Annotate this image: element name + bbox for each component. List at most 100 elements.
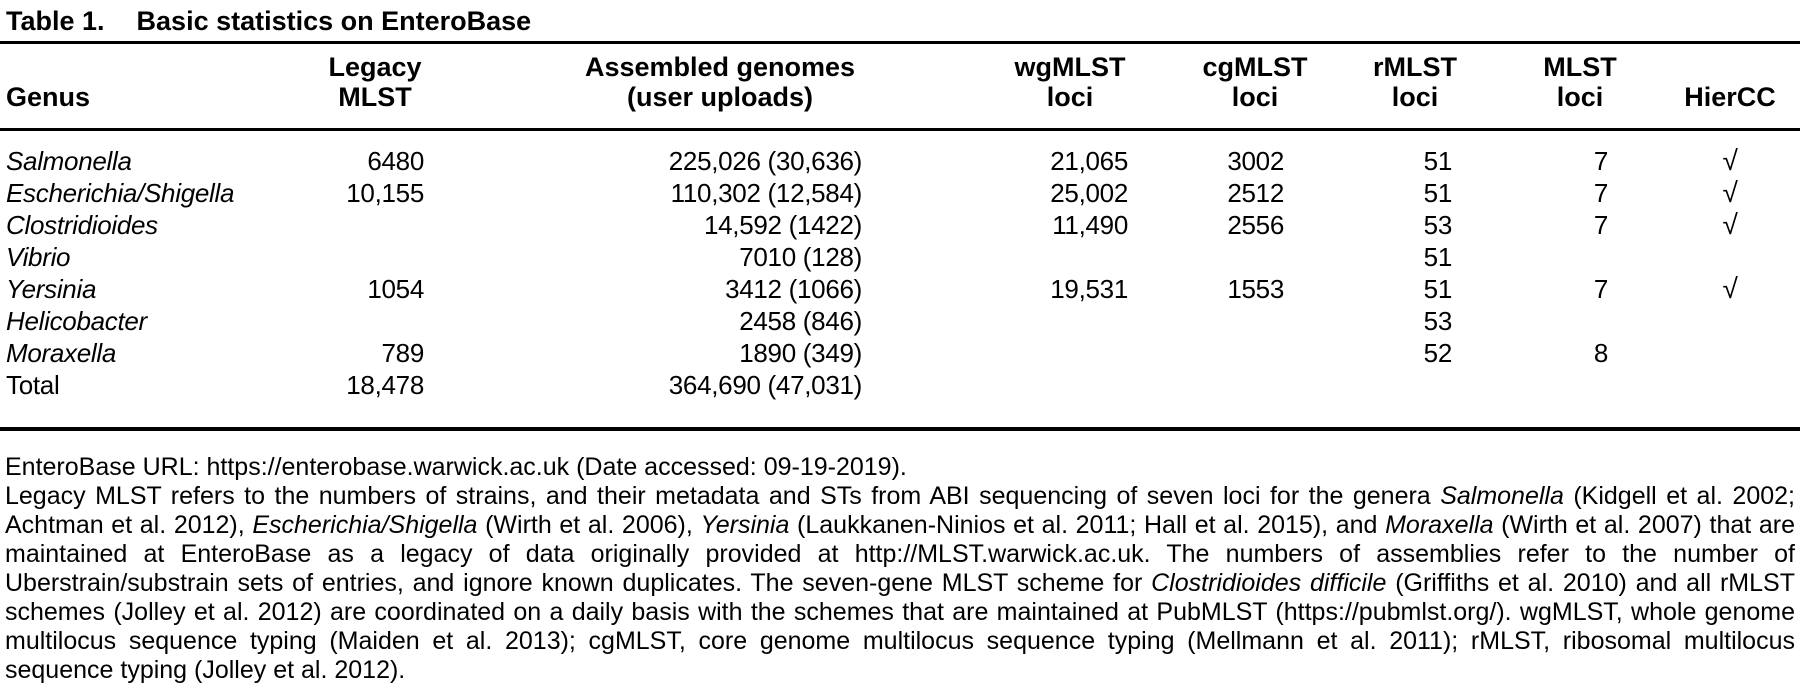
cell-legacy-mlst: 789 — [381, 338, 425, 368]
header-row: Genus Legacy MLST Assembled genomes (user up… — [0, 44, 1800, 131]
table-row-clostridioides: Clostridioides 14,592 (1422) 11,490 2556 53 7… — [0, 209, 1800, 241]
cell-mlst-loci — [1500, 305, 1660, 337]
cell-mlst-loci: 7 — [1593, 274, 1608, 304]
footnote-text-run: Legacy MLST refers to the numbers of str… — [5, 482, 1441, 510]
col-header-legacy-mlst: Legacy MLST — [270, 44, 480, 131]
table-title: Table 1. Basic statistics on EnteroBase — [0, 6, 1800, 36]
cell-legacy-mlst: 18,478 — [346, 370, 424, 400]
col-header-wgmlst-loci: wgMLST loci — [960, 44, 1180, 131]
cell-rmlst-loci: 52 — [1423, 338, 1453, 368]
cell-cgmlst-loci: 3002 — [1227, 146, 1284, 176]
cell-rmlst-loci: 53 — [1423, 306, 1453, 336]
table-row-yersinia: Yersinia 1054 3412 (1066) 19,531 1553 51 7 √ — [0, 273, 1800, 305]
footnote-text-run: (Wirth et al. 2007) that are maintained … — [5, 511, 1795, 597]
col-header-mlst-loci: MLST loci — [1500, 44, 1660, 131]
bottom-rule-line — [0, 427, 1800, 431]
cell-genus: Helicobacter — [6, 306, 147, 336]
cell-wgmlst-loci: 11,490 — [1052, 210, 1128, 240]
cell-rmlst-loci — [1330, 369, 1500, 401]
cell-genus: Escherichia/Shigella — [6, 178, 235, 208]
cell-cgmlst-loci — [1180, 369, 1330, 401]
footnote-text-run: (Wirth et al. 2006), — [477, 511, 701, 539]
cell-assembled-genomes: 110,302 (12,584) — [670, 178, 863, 208]
footnote-text-run: (Laukkanen-Ninios et al. 2011; Hall et a… — [789, 511, 1386, 539]
cell-cgmlst-loci: 2556 — [1227, 210, 1284, 240]
cell-mlst-loci: 8 — [1593, 338, 1608, 368]
hiercc-check-icon: √ — [1722, 273, 1738, 304]
cell-assembled-genomes: 364,690 (47,031) — [668, 370, 863, 400]
footnote-text-run: (Griffiths et al. 2010) and all rMLST sc… — [5, 569, 1795, 684]
cell-genus: Moraxella — [6, 338, 117, 368]
cell-hiercc — [1660, 241, 1800, 273]
footnote-italic-run: Yersinia — [700, 511, 790, 539]
footnote-italic-run: Clostridioides difficile — [1151, 569, 1387, 597]
table-row-moraxella: Moraxella 789 1890 (349) 52 8 — [0, 337, 1800, 369]
top-rule-line — [0, 41, 1800, 44]
footnote-italic-run: Salmonella — [1440, 482, 1564, 510]
hiercc-check-icon: √ — [1722, 177, 1738, 208]
cell-wgmlst-loci — [960, 241, 1180, 273]
cell-wgmlst-loci: 21,065 — [1050, 146, 1128, 176]
col-header-assembled-genomes: Assembled genomes (user uploads) — [480, 44, 960, 131]
cell-mlst-loci — [1500, 369, 1660, 401]
cell-wgmlst-loci: 25,002 — [1050, 178, 1128, 208]
cell-cgmlst-loci: 1553 — [1227, 274, 1284, 304]
cell-rmlst-loci: 53 — [1423, 210, 1453, 240]
table-row-salmonella: Salmonella 6480 225,026 (30,636) 21,065 3002… — [0, 130, 1800, 178]
table-number-label: Table 1. — [6, 6, 105, 36]
cell-genus: Total — [6, 370, 60, 400]
table-caption: Basic statistics on EnteroBase — [136, 6, 532, 36]
table-row-vibrio: Vibrio 7010 (128) 51 — [0, 241, 1800, 273]
cell-legacy-mlst — [270, 241, 480, 273]
cell-assembled-genomes: 2458 (846) — [739, 306, 862, 336]
table-row-escherichia-shigella: Escherichia/Shigella 10,155 110,302 (12,58… — [0, 177, 1800, 209]
cell-assembled-genomes: 1890 (349) — [739, 338, 862, 368]
cell-mlst-loci: 7 — [1593, 210, 1608, 240]
col-header-genus: Genus — [0, 44, 270, 131]
col-header-hiercc: HierCC — [1660, 44, 1800, 131]
table-row-helicobacter: Helicobacter 2458 (846) 53 — [0, 305, 1800, 337]
enterobase-stats-table: Genus Legacy MLST Assembled genomes (user up… — [0, 44, 1800, 401]
cell-wgmlst-loci — [960, 337, 1180, 369]
cell-assembled-genomes: 7010 (128) — [739, 242, 862, 272]
hiercc-check-icon: √ — [1722, 145, 1738, 176]
cell-legacy-mlst — [270, 209, 480, 241]
cell-legacy-mlst: 1054 — [367, 274, 424, 304]
cell-legacy-mlst: 6480 — [367, 146, 424, 176]
table-footnotes: EnteroBase URL: https://enterobase.warwi… — [0, 453, 1800, 684]
cell-legacy-mlst: 10,155 — [346, 178, 424, 208]
hiercc-check-icon: √ — [1722, 209, 1738, 240]
cell-hiercc — [1660, 337, 1800, 369]
cell-mlst-loci: 7 — [1593, 146, 1608, 176]
cell-cgmlst-loci — [1180, 241, 1330, 273]
cell-genus: Salmonella — [6, 146, 132, 176]
cell-legacy-mlst — [270, 305, 480, 337]
cell-cgmlst-loci — [1180, 337, 1330, 369]
footnote-url-line: EnteroBase URL: https://enterobase.warwi… — [5, 453, 907, 481]
cell-assembled-genomes: 14,592 (1422) — [703, 210, 862, 240]
cell-cgmlst-loci: 2512 — [1227, 178, 1284, 208]
footnote-text-run: (Kidgell et al. 2002; Achtman et al. 201… — [5, 482, 1795, 539]
cell-rmlst-loci: 51 — [1423, 242, 1453, 272]
footnote-body: Legacy MLST refers to the numbers of str… — [5, 482, 1795, 684]
cell-rmlst-loci: 51 — [1423, 274, 1453, 304]
footnote-italic-run: Moraxella — [1385, 511, 1494, 539]
cell-mlst-loci — [1500, 241, 1660, 273]
cell-wgmlst-loci — [960, 369, 1180, 401]
cell-genus: Vibrio — [6, 242, 71, 272]
cell-genus: Yersinia — [6, 274, 97, 304]
col-header-rmlst-loci: rMLST loci — [1330, 44, 1500, 131]
cell-hiercc — [1660, 369, 1800, 401]
cell-assembled-genomes: 3412 (1066) — [725, 274, 862, 304]
cell-assembled-genomes: 225,026 (30,636) — [668, 146, 863, 176]
footnote-italic-run: Escherichia/Shigella — [252, 511, 478, 539]
cell-rmlst-loci: 51 — [1423, 178, 1453, 208]
cell-wgmlst-loci — [960, 305, 1180, 337]
cell-genus: Clostridioides — [6, 210, 158, 240]
cell-wgmlst-loci: 19,531 — [1050, 274, 1128, 304]
table-row-total: Total 18,478 364,690 (47,031) — [0, 369, 1800, 401]
cell-mlst-loci: 7 — [1593, 178, 1608, 208]
cell-hiercc — [1660, 305, 1800, 337]
col-header-cgmlst-loci: cgMLST loci — [1180, 44, 1330, 131]
